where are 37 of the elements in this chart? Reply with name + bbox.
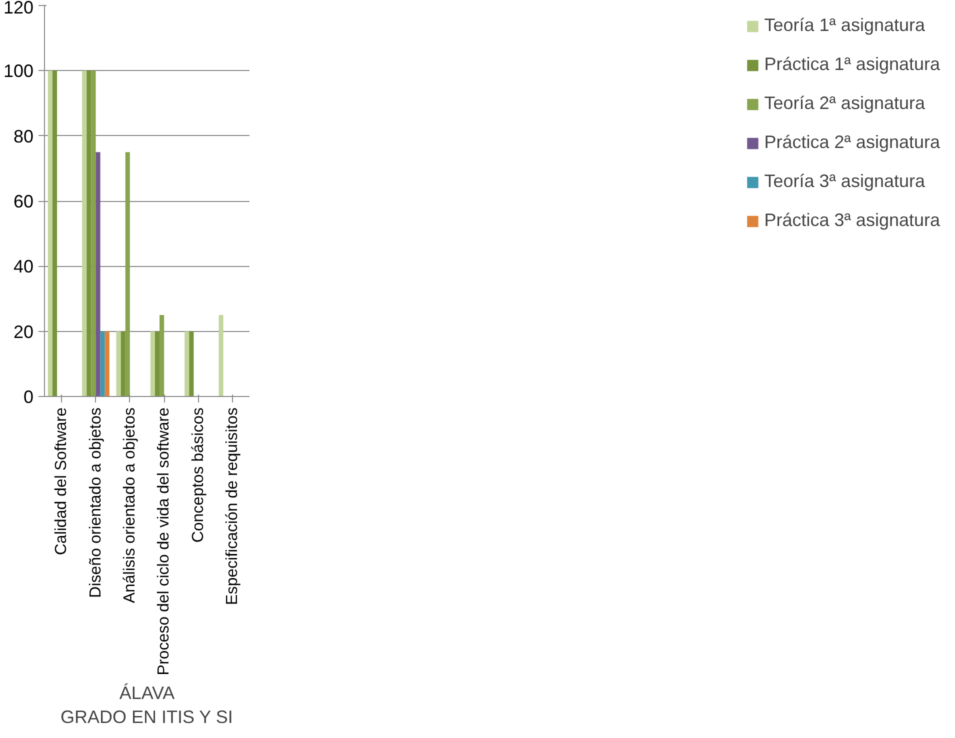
y-tick-label: 100	[3, 61, 34, 82]
bar	[91, 70, 96, 396]
y-tick-label: 40	[13, 256, 34, 277]
x-tick-label: Proceso del ciclo de vida del software	[156, 407, 173, 676]
legend-label: Práctica 1ª asignatura	[764, 54, 940, 75]
x-tick-label: Análisis orientado a objetos	[121, 407, 138, 604]
y-tick-label: 120	[3, 0, 34, 18]
y-tick-label: 80	[13, 126, 34, 146]
legend-label: Teoría 2ª asignatura	[764, 93, 925, 114]
bar	[48, 70, 52, 396]
bar	[104, 331, 110, 396]
bar	[100, 331, 105, 396]
bar	[184, 331, 190, 396]
y-tick-label: 0	[23, 387, 34, 407]
x-tick-label: Conceptos básicos	[190, 408, 207, 543]
legend-label: Práctica 2ª asignatura	[764, 132, 940, 153]
bar	[86, 70, 92, 396]
legend-label: Teoría 1ª asignatura	[764, 15, 925, 36]
bar	[218, 315, 224, 396]
bar	[52, 70, 58, 396]
y-tick-label: 60	[13, 192, 34, 212]
bar	[189, 331, 194, 396]
bar	[160, 315, 164, 396]
x-axis-title: ÁLAVA GRADO EN ITIS Y SI	[60, 683, 233, 728]
bar	[116, 331, 121, 396]
x-tick-label: Calidad del Software	[53, 407, 70, 556]
bar	[125, 152, 130, 396]
bar	[120, 331, 126, 396]
bar	[154, 331, 160, 396]
bar	[96, 152, 100, 396]
legend-label: Práctica 3ª asignatura	[764, 210, 940, 231]
bar	[82, 70, 87, 396]
bar	[150, 331, 155, 396]
y-tick-label: 20	[13, 322, 34, 342]
legend-label: Teoría 3ª asignatura	[764, 171, 925, 192]
x-tick-label: Especificación de requisitos	[224, 408, 241, 605]
x-tick-label: Diseño orientado a objetos	[87, 407, 104, 598]
